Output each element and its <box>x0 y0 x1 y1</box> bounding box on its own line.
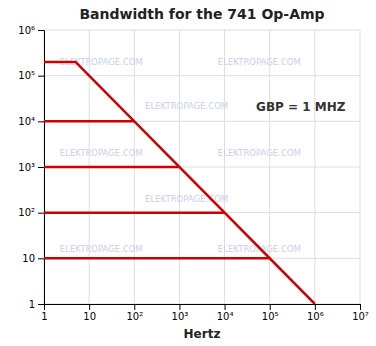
watermarks: ELEKTROPAGE.COM ELEKTROPAGE.COM ELEKTROPAG… <box>60 57 301 253</box>
watermark: ELEKTROPAGE.COM <box>145 101 228 111</box>
x-tick-label: 10⁶ <box>307 311 324 322</box>
x-tick-mark <box>315 304 316 310</box>
series-line <box>44 211 225 214</box>
grid-line-y <box>44 121 360 122</box>
x-tick: 10² <box>126 304 143 322</box>
x-axis-title: Hertz <box>184 327 221 341</box>
watermark: ELEKTROPAGE.COM <box>60 148 143 158</box>
x-tick: 10⁷ <box>352 304 369 322</box>
y-tick-mark <box>38 30 44 31</box>
y-tick-mark <box>38 121 44 122</box>
annotation: GBP = 1 MHZ <box>256 100 346 114</box>
grid-line-y <box>44 30 360 31</box>
y-tick-label: 10⁶ <box>18 25 35 36</box>
y-tick-label: 10² <box>18 207 35 218</box>
x-tick: 10⁶ <box>307 304 324 322</box>
x-tick-label: 1 <box>41 311 47 322</box>
grid-line-y <box>44 167 360 168</box>
chart: ELEKTROPAGE.COM ELEKTROPAGE.COM ELEKTROPAG… <box>0 0 376 346</box>
x-tick-label: 10 <box>83 311 96 322</box>
y-axis: 1 10 10² 10³ 10⁴ 10⁵ 10⁶ <box>18 25 44 310</box>
watermark: ELEKTROPAGE.COM <box>60 244 143 254</box>
y-tick-mark <box>38 213 44 214</box>
y-tick-mark <box>38 304 44 305</box>
y-tick: 10³ <box>18 162 44 173</box>
x-tick-label: 10⁷ <box>352 311 369 322</box>
y-tick: 10⁴ <box>18 116 44 127</box>
y-axis-line <box>38 31 45 305</box>
x-tick-mark <box>134 304 135 310</box>
y-tick: 10 <box>22 253 44 264</box>
y-tick-label: 10³ <box>18 162 35 173</box>
y-tick: 1 <box>29 299 44 310</box>
x-tick-label: 10⁵ <box>262 311 279 322</box>
lines <box>44 62 315 304</box>
x-tick: 1 <box>41 304 47 322</box>
y-tick-label: 10⁴ <box>18 116 35 127</box>
watermark: ELEKTROPAGE.COM <box>218 148 301 158</box>
y-tick-mark <box>38 76 44 77</box>
grid-line-y <box>44 75 360 76</box>
title: Bandwidth for the 741 Op-Amp <box>79 6 324 22</box>
grid-line-y <box>44 258 360 259</box>
x-tick-mark <box>270 304 271 310</box>
x-tick: 10 <box>83 304 96 322</box>
y-tick: 10⁶ <box>18 25 44 36</box>
x-tick-label: 10³ <box>172 311 189 322</box>
x-tick: 10⁴ <box>217 304 234 322</box>
y-tick-mark <box>38 258 44 259</box>
grid <box>44 30 360 304</box>
x-axis: 1 10 10² 10³ 10⁴ 10⁵ 10⁶ 10⁷ <box>41 304 369 322</box>
series-line <box>44 257 270 260</box>
grid-line-y <box>44 212 360 213</box>
x-tick-mark <box>225 304 226 310</box>
x-tick-mark <box>89 304 90 310</box>
series-line <box>44 120 134 123</box>
plot-area: ELEKTROPAGE.COM ELEKTROPAGE.COM ELEKTROPAG… <box>18 25 369 322</box>
watermark: ELEKTROPAGE.COM <box>218 57 301 67</box>
x-tick-mark <box>179 304 180 310</box>
series-line <box>44 166 179 169</box>
y-tick: 10⁵ <box>18 70 44 81</box>
x-tick-mark <box>360 304 361 310</box>
y-tick-label: 10⁵ <box>18 70 35 81</box>
x-tick-label: 10² <box>126 311 143 322</box>
x-axis-line <box>45 305 361 311</box>
y-tick-label: 1 <box>29 299 35 310</box>
x-tick-label: 10⁴ <box>217 311 234 322</box>
x-tick: 10⁵ <box>262 304 279 322</box>
y-tick-mark <box>38 167 44 168</box>
x-tick: 10³ <box>172 304 189 322</box>
y-tick-label: 10 <box>22 253 35 264</box>
y-tick: 10² <box>18 207 44 218</box>
series-line <box>44 62 315 304</box>
